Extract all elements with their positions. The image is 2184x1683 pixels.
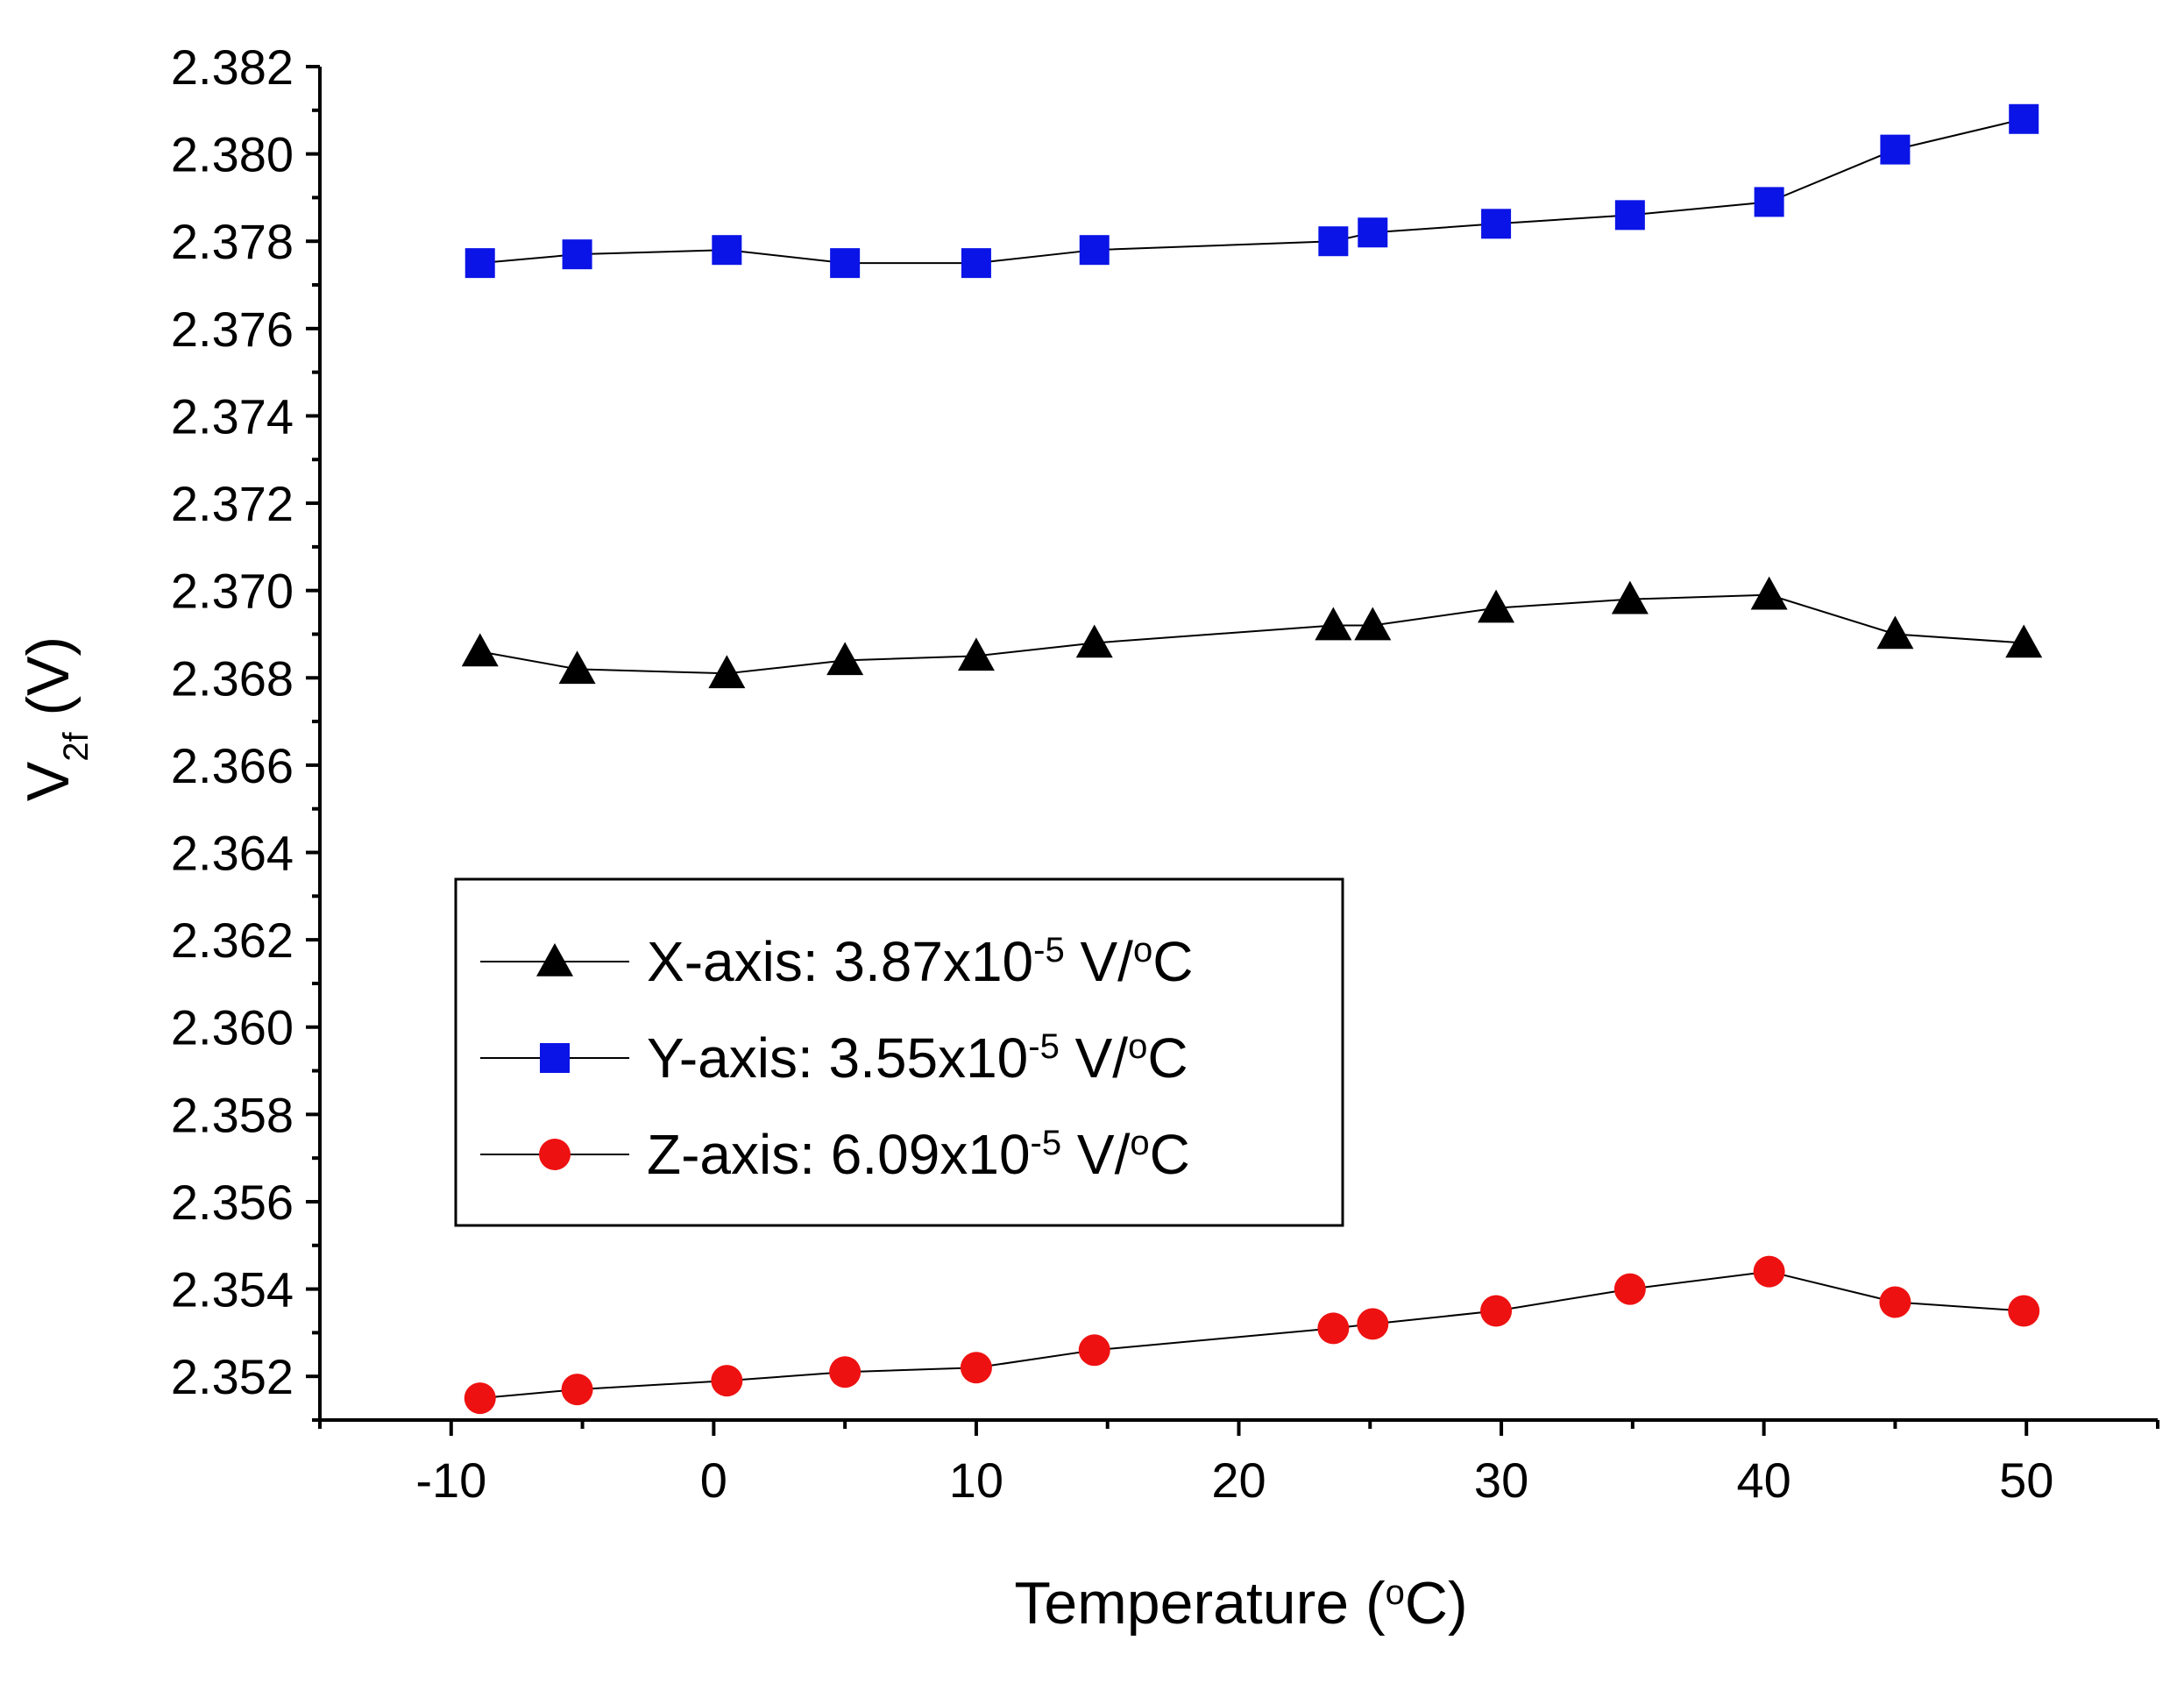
legend: X-axis: 3.87x10-5 V/oC Y-axis: 3.55x10-5 … <box>454 877 1344 1227</box>
y-axis-point <box>1754 187 1784 217</box>
x-axis-point <box>826 642 864 676</box>
x-axis-point <box>1478 589 1515 623</box>
x-axis-point <box>461 633 499 667</box>
x-tick-label: 10 <box>949 1452 1003 1508</box>
y-tick-label: 2.368 <box>171 650 294 706</box>
x-axis-point <box>1611 580 1649 614</box>
y-tick-label: 2.376 <box>171 302 294 357</box>
y-axis-point <box>1318 226 1349 257</box>
x-axis-point <box>957 637 995 671</box>
y-axis-label: V2f (V) <box>15 636 96 801</box>
legend-label-z-axis: Z-axis: 6.09x10-5 V/oC <box>647 1123 1190 1186</box>
z-axis-point <box>1753 1255 1785 1288</box>
legend-marker-y-axis <box>540 1043 570 1073</box>
z-axis-point <box>1879 1286 1911 1318</box>
x-tick-label: -10 <box>415 1452 486 1508</box>
series-z-axis <box>464 1255 2040 1415</box>
z-axis-point <box>1078 1334 1110 1367</box>
y-tick-label: 2.362 <box>171 913 294 968</box>
x-axis-point <box>1750 576 1788 610</box>
y-tick-label: 2.370 <box>171 564 294 619</box>
legend-box <box>454 877 1344 1227</box>
z-axis-point <box>711 1365 743 1397</box>
x-axis-ticks: -10 0 10 20 30 40 50 <box>318 1420 2159 1508</box>
legend-label-x-axis: X-axis: 3.87x10-5 V/oC <box>647 930 1193 993</box>
x-axis-point <box>1075 624 1113 658</box>
y-axis-point <box>830 248 861 279</box>
z-axis-point <box>464 1382 496 1415</box>
y-tick-label: 2.374 <box>171 388 294 444</box>
y-tick-label: 2.382 <box>171 39 294 95</box>
x-axis-point <box>1315 607 1352 641</box>
x-axis-point <box>558 650 596 685</box>
legend-label-y-axis: Y-axis: 3.55x10-5 V/oC <box>647 1026 1188 1090</box>
legend-item-z-axis: Z-axis: 6.09x10-5 V/oC <box>480 1123 1190 1186</box>
y-tick-label: 2.364 <box>171 826 294 881</box>
y-tick-label: 2.352 <box>171 1349 294 1404</box>
x-tick-label: 20 <box>1211 1452 1266 1508</box>
series-x-axis <box>461 576 2043 689</box>
y-tick-label: 2.366 <box>171 738 294 793</box>
z-axis-point <box>561 1374 593 1406</box>
series-y-axis-line <box>479 117 2024 265</box>
series-layer <box>461 103 2043 1415</box>
y-axis-point <box>712 235 742 266</box>
y-tick-label: 2.360 <box>171 1000 294 1055</box>
z-axis-point <box>829 1356 862 1388</box>
y-axis-point <box>464 248 495 279</box>
y-axis-point <box>2009 103 2039 134</box>
x-axis-label: Temperature (oC) <box>1014 1570 1467 1637</box>
legend-item-y-axis: Y-axis: 3.55x10-5 V/oC <box>480 1026 1188 1090</box>
y-tick-label: 2.372 <box>171 476 294 531</box>
x-axis-point <box>2005 624 2043 658</box>
x-axis-point <box>1876 615 1914 650</box>
z-axis-point <box>1317 1312 1350 1345</box>
series-x-axis-line <box>479 593 2024 675</box>
y-axis-point <box>1614 200 1645 231</box>
y-tick-label: 2.378 <box>171 214 294 269</box>
z-axis-point <box>1613 1273 1646 1305</box>
legend-marker-z-axis <box>539 1139 571 1170</box>
x-tick-label: 50 <box>1999 1452 2053 1508</box>
x-axis-point <box>1354 607 1392 641</box>
series-y-axis <box>464 103 2039 279</box>
y-axis-point <box>1481 209 1512 239</box>
y-axis-point <box>562 239 592 270</box>
y-axis-point <box>1880 134 1911 165</box>
z-axis-point <box>960 1352 992 1384</box>
z-axis-point <box>1357 1308 1389 1340</box>
legend-item-x-axis: X-axis: 3.87x10-5 V/oC <box>480 930 1193 993</box>
y-tick-label: 2.356 <box>171 1175 294 1230</box>
y-tick-label: 2.380 <box>171 127 294 182</box>
y-axis-point <box>961 248 991 279</box>
x-tick-label: 0 <box>700 1452 727 1508</box>
z-axis-point <box>2008 1295 2040 1327</box>
x-axis-point <box>708 655 746 689</box>
y-tick-label: 2.358 <box>171 1087 294 1142</box>
y-axis-ticks: 2.352 2.354 2.356 2.358 2.360 2.362 2.364 2.366… <box>171 39 320 1422</box>
y-tick-label: 2.354 <box>171 1262 294 1317</box>
y-axis-point <box>1079 235 1110 266</box>
z-axis-point <box>1480 1295 1513 1327</box>
y-axis-point <box>1358 217 1388 248</box>
x-tick-label: 40 <box>1736 1452 1790 1508</box>
x-tick-label: 30 <box>1474 1452 1528 1508</box>
legend-marker-x-axis <box>536 943 573 976</box>
